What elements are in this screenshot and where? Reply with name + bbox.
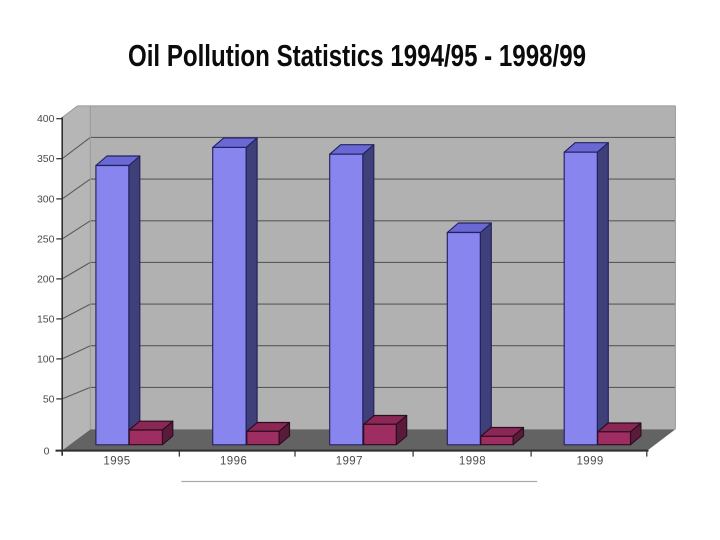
svg-text:1999: 1999: [577, 456, 604, 468]
svg-text:1995: 1995: [103, 456, 130, 468]
svg-text:1996: 1996: [220, 456, 247, 468]
svg-text:400: 400: [37, 113, 55, 125]
svg-text:1997: 1997: [336, 456, 363, 468]
svg-text:Oil Pollution Statistics 1994/: Oil Pollution Statistics 1994/95 - 1998/…: [128, 38, 586, 73]
svg-text:100: 100: [37, 353, 55, 365]
svg-text:300: 300: [37, 193, 55, 205]
svg-text:0: 0: [44, 446, 50, 458]
svg-text:350: 350: [37, 153, 55, 165]
svg-text:200: 200: [37, 273, 55, 285]
svg-text:250: 250: [37, 233, 55, 245]
svg-text:50: 50: [43, 393, 55, 405]
svg-text:150: 150: [37, 313, 55, 325]
svg-text:1998: 1998: [459, 456, 486, 468]
